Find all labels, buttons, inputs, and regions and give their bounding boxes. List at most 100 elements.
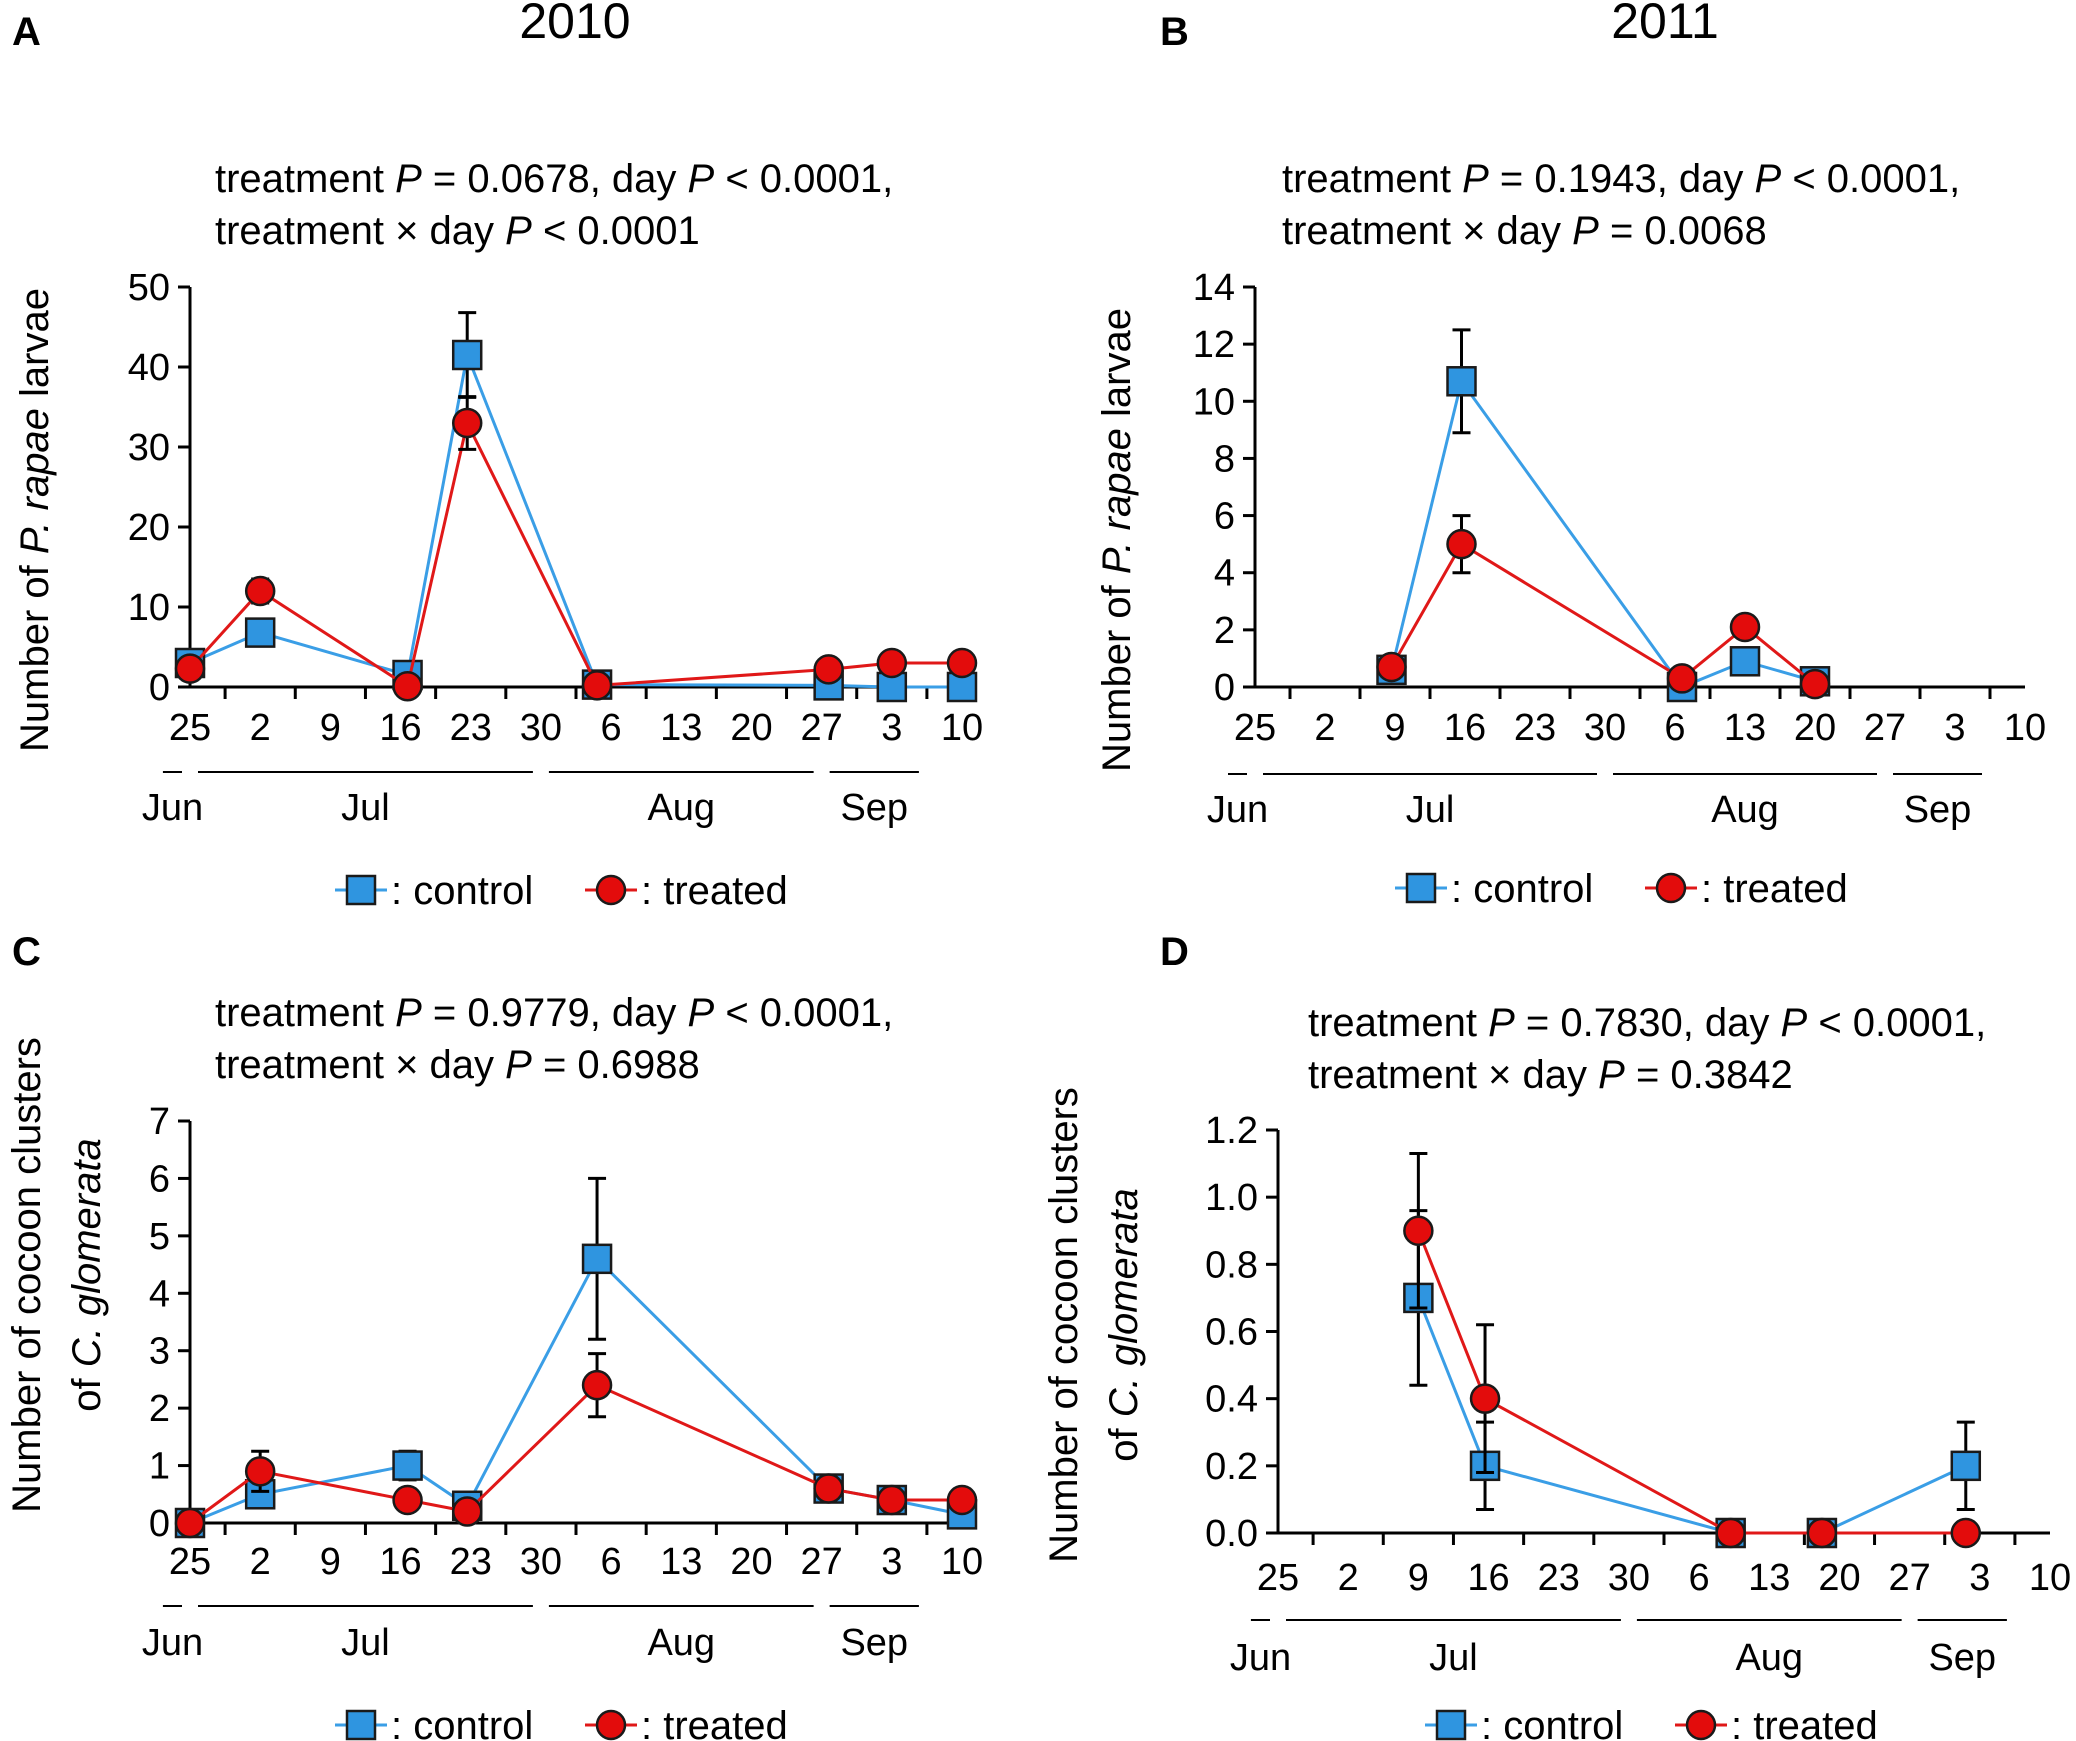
y-tick-label: 1 — [149, 1446, 170, 1488]
stats-line-1: treatment P = 0.1943, day P < 0.0001, — [1282, 157, 1960, 201]
x-tick-label: 9 — [1384, 707, 1405, 749]
treated-point — [946, 1484, 978, 1516]
x-tick-label: 9 — [1408, 1557, 1429, 1599]
control-point — [1950, 1450, 1982, 1482]
x-tick-label: 30 — [1608, 1557, 1650, 1599]
panel-letter: C — [12, 930, 41, 974]
x-tick-label: 16 — [379, 1541, 421, 1583]
treated-point — [392, 1484, 423, 1516]
x-tick-label: 6 — [1689, 1557, 1710, 1599]
x-tick-label: 20 — [730, 1541, 772, 1583]
text-run: = 0.0678, day — [422, 157, 688, 201]
x-tick-label: 10 — [2004, 707, 2046, 749]
text-run: = 0.0068 — [1599, 209, 1767, 253]
treated-point — [451, 407, 483, 439]
text-run: = 0.6988 — [532, 1043, 700, 1087]
text-run: larvae — [1095, 308, 1139, 428]
text-run: < 0.0001, — [1807, 1001, 1986, 1045]
stats-line-2: treatment × day P < 0.0001 — [215, 209, 700, 253]
month-label: Aug — [647, 787, 715, 829]
x-tick-label: 30 — [520, 707, 562, 749]
treated-point — [581, 1369, 613, 1401]
legend-control-label: : control — [391, 1704, 533, 1741]
x-tick-label: 20 — [1818, 1557, 1860, 1599]
x-tick-label: 23 — [1514, 707, 1556, 749]
text-run: = 0.3842 — [1625, 1053, 1793, 1097]
text-run: P — [1598, 1053, 1625, 1097]
y-tick-label: 30 — [128, 427, 170, 469]
x-tick-label: 10 — [941, 1541, 983, 1583]
y-tick-label: 0 — [149, 667, 170, 709]
x-tick-label: 23 — [1538, 1557, 1580, 1599]
legend-control-label: : control — [391, 869, 533, 913]
treated-point — [1729, 611, 1761, 643]
text-run: < 0.0001, — [714, 991, 893, 1035]
legend: : control: treated — [335, 1704, 788, 1741]
month-label: Aug — [1735, 1637, 1803, 1679]
text-run: C. glomerata — [65, 1138, 109, 1367]
x-tick-label: 16 — [379, 707, 421, 749]
y-tick-label: 50 — [128, 267, 170, 309]
x-tick-label: 3 — [881, 1541, 902, 1583]
legend-treated-label: : treated — [1701, 867, 1848, 911]
series-treated — [1376, 514, 1831, 700]
month-label: Jun — [1230, 1637, 1291, 1679]
month-label: Jul — [1406, 789, 1455, 831]
legend-treated-marker — [595, 1709, 627, 1741]
text-run: < 0.0001, — [1781, 157, 1960, 201]
y-tick-label: 7 — [149, 1101, 170, 1143]
y-tick-label: 14 — [1193, 267, 1235, 309]
y-axis-label: of C. glomerata — [1102, 1188, 1146, 1461]
text-run: treatment × day — [1282, 209, 1572, 253]
series-control — [1403, 1209, 1982, 1549]
x-tick-label: 20 — [1794, 707, 1836, 749]
control-point — [1729, 646, 1761, 677]
x-tick-label: 2 — [250, 1541, 271, 1583]
legend-control-marker — [1405, 872, 1437, 904]
treated-point — [1950, 1517, 1982, 1549]
text-run: treatment — [1308, 1001, 1488, 1045]
month-label: Jul — [1429, 1637, 1478, 1679]
text-run: < 0.0001, — [714, 157, 893, 201]
control-point — [451, 339, 483, 371]
text-run: P. rapae — [13, 408, 57, 554]
y-axis-label: Number of cocoon clusters — [5, 1037, 49, 1513]
month-label: Jul — [341, 1622, 390, 1664]
legend: : control: treated — [1425, 1704, 1878, 1741]
text-run: Number of — [1095, 574, 1139, 772]
x-tick-label: 13 — [1724, 707, 1766, 749]
x-tick-label: 16 — [1444, 707, 1486, 749]
x-tick-label: 23 — [450, 707, 492, 749]
x-tick-label: 16 — [1467, 1557, 1509, 1599]
x-tick-label: 6 — [1664, 707, 1685, 749]
text-run: P — [1755, 157, 1782, 201]
text-run: P — [688, 991, 715, 1035]
month-label: Jun — [142, 787, 203, 829]
treated-point — [1666, 663, 1698, 694]
stats-line-2: treatment × day P = 0.3842 — [1308, 1053, 1793, 1097]
x-tick-label: 13 — [660, 707, 702, 749]
text-run: P — [505, 1043, 532, 1087]
y-tick-label: 1.2 — [1205, 1110, 1258, 1152]
y-tick-label: 12 — [1193, 324, 1235, 366]
treated-point — [174, 1507, 206, 1539]
treated-point — [174, 653, 206, 684]
text-run: Number of cocoon clusters — [1042, 1087, 1086, 1563]
x-tick-label: 2 — [250, 707, 271, 749]
y-tick-label: 10 — [128, 587, 170, 629]
series-treated — [174, 395, 978, 702]
year-title-2011: 2011 — [1611, 0, 1719, 49]
x-tick-label: 10 — [2029, 1557, 2071, 1599]
month-label: Sep — [840, 1622, 908, 1664]
treated-point — [1715, 1517, 1746, 1549]
treated-point — [1403, 1215, 1434, 1246]
text-run: = 0.7830, day — [1515, 1001, 1781, 1045]
legend-treated-marker — [595, 874, 627, 906]
y-axis-label: of C. glomerata — [65, 1138, 109, 1411]
text-run: < 0.0001 — [532, 209, 700, 253]
treated-point — [946, 647, 978, 679]
y-tick-label: 10 — [1193, 381, 1235, 423]
